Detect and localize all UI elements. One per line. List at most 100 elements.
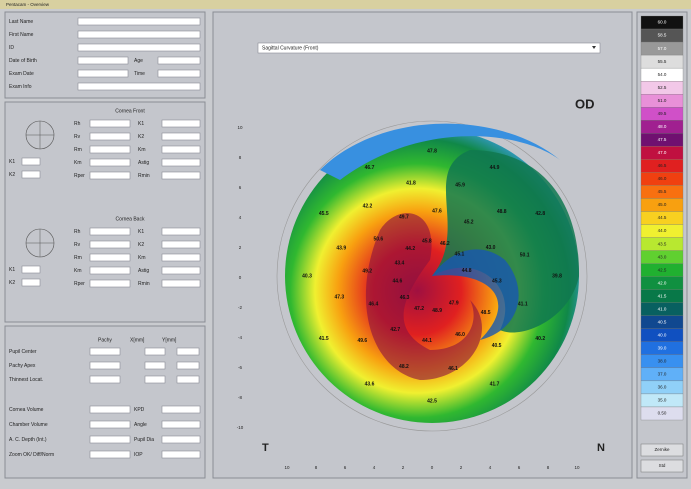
map-value: 48.2 bbox=[399, 364, 409, 370]
x-tick-label: 10 bbox=[574, 465, 580, 470]
map-value: 45.9 bbox=[455, 183, 465, 189]
scale-label: 0.50 bbox=[658, 411, 667, 416]
map-value: 43.0 bbox=[486, 245, 496, 251]
input-box[interactable] bbox=[89, 266, 131, 275]
input-box[interactable] bbox=[157, 56, 201, 65]
input-box[interactable] bbox=[89, 279, 131, 288]
scale-label: 40.0 bbox=[658, 332, 667, 337]
input-box[interactable] bbox=[161, 266, 201, 275]
map-hot bbox=[365, 213, 482, 380]
scale-swatch bbox=[640, 406, 684, 421]
input-box[interactable] bbox=[89, 347, 121, 356]
map-value: 45.1 bbox=[455, 252, 465, 258]
map-value: 42.7 bbox=[390, 327, 400, 333]
scale-label: 39.0 bbox=[658, 346, 667, 351]
row-label: Chamber Volume bbox=[9, 422, 48, 428]
input-box[interactable] bbox=[144, 361, 166, 370]
input-box[interactable] bbox=[21, 170, 41, 179]
row-label: Zoom OK/ Diff/Norm bbox=[9, 452, 54, 458]
column-header: Y[mm] bbox=[162, 337, 177, 343]
input-box[interactable] bbox=[89, 145, 131, 154]
scale-button[interactable] bbox=[640, 459, 684, 473]
input-box[interactable] bbox=[89, 158, 131, 167]
map-value: 45.2 bbox=[464, 220, 474, 226]
param-label: K2 bbox=[9, 172, 15, 178]
map-selector[interactable] bbox=[257, 42, 601, 54]
map-value: 44.9 bbox=[490, 165, 500, 171]
input-box[interactable] bbox=[161, 227, 201, 236]
input-box[interactable] bbox=[89, 420, 131, 429]
input-box[interactable] bbox=[89, 361, 121, 370]
input-box[interactable] bbox=[161, 240, 201, 249]
input-box[interactable] bbox=[89, 253, 131, 262]
scale-label: 60.0 bbox=[658, 20, 667, 25]
input-box[interactable] bbox=[161, 405, 201, 414]
input-box[interactable] bbox=[89, 435, 131, 444]
input-box[interactable] bbox=[89, 405, 131, 414]
input-box[interactable] bbox=[77, 30, 201, 39]
map-value: 47.3 bbox=[334, 294, 344, 300]
input-box[interactable] bbox=[89, 227, 131, 236]
param-label: Km bbox=[74, 160, 82, 166]
input-box[interactable] bbox=[161, 435, 201, 444]
input-box[interactable] bbox=[89, 375, 121, 384]
scale-button[interactable] bbox=[640, 443, 684, 457]
input-box[interactable] bbox=[21, 157, 41, 166]
scale-label: 42.5 bbox=[658, 267, 667, 272]
input-box[interactable] bbox=[161, 132, 201, 141]
input-box[interactable] bbox=[77, 82, 201, 91]
input-box[interactable] bbox=[161, 145, 201, 154]
input-box[interactable] bbox=[89, 171, 131, 180]
map-value: 46.4 bbox=[369, 301, 379, 307]
param-label: K1 bbox=[138, 121, 144, 127]
input-box[interactable] bbox=[77, 17, 201, 26]
input-box[interactable] bbox=[21, 278, 41, 287]
input-box[interactable] bbox=[161, 158, 201, 167]
param-label: Astig bbox=[138, 268, 149, 274]
field-label: Age bbox=[134, 58, 143, 64]
map-value: 48.9 bbox=[432, 308, 442, 314]
field-label: ID bbox=[9, 45, 14, 51]
param-label: Rper bbox=[74, 173, 85, 179]
param-label: K2 bbox=[138, 242, 144, 248]
input-box[interactable] bbox=[176, 361, 200, 370]
map-value: 44.2 bbox=[405, 246, 415, 252]
input-box[interactable] bbox=[77, 69, 129, 78]
input-box[interactable] bbox=[77, 56, 129, 65]
eye-label: OD bbox=[575, 96, 595, 111]
input-box[interactable] bbox=[161, 279, 201, 288]
param-label: Astig bbox=[138, 160, 149, 166]
input-box[interactable] bbox=[77, 43, 201, 52]
input-box[interactable] bbox=[176, 375, 200, 384]
y-tick-label: 10 bbox=[237, 125, 243, 130]
scale-label: 44.0 bbox=[658, 228, 667, 233]
y-tick-label: 2 bbox=[239, 245, 242, 250]
map-value: 40.5 bbox=[492, 343, 502, 349]
input-box[interactable] bbox=[89, 240, 131, 249]
map-value: 46.2 bbox=[440, 241, 450, 247]
input-box[interactable] bbox=[89, 119, 131, 128]
input-box[interactable] bbox=[176, 347, 200, 356]
input-box[interactable] bbox=[157, 69, 201, 78]
scale-label: 57.0 bbox=[658, 46, 667, 51]
field-label: Exam Info bbox=[9, 84, 32, 90]
input-box[interactable] bbox=[161, 171, 201, 180]
input-box[interactable] bbox=[21, 265, 41, 274]
input-box[interactable] bbox=[161, 253, 201, 262]
map-value: 47.2 bbox=[414, 306, 424, 312]
map-value: 43.4 bbox=[395, 260, 405, 266]
param-label: K2 bbox=[138, 134, 144, 140]
x-tick-label: 4 bbox=[489, 465, 492, 470]
input-box[interactable] bbox=[144, 347, 166, 356]
field-label: Exam Date bbox=[9, 71, 34, 77]
input-box[interactable] bbox=[89, 450, 131, 459]
input-box[interactable] bbox=[161, 119, 201, 128]
input-box[interactable] bbox=[161, 420, 201, 429]
y-tick-label: -8 bbox=[238, 395, 242, 400]
input-box[interactable] bbox=[144, 375, 166, 384]
input-box[interactable] bbox=[161, 450, 201, 459]
input-box[interactable] bbox=[89, 132, 131, 141]
x-tick-label: 2 bbox=[402, 465, 405, 470]
param-label: Km bbox=[74, 268, 82, 274]
